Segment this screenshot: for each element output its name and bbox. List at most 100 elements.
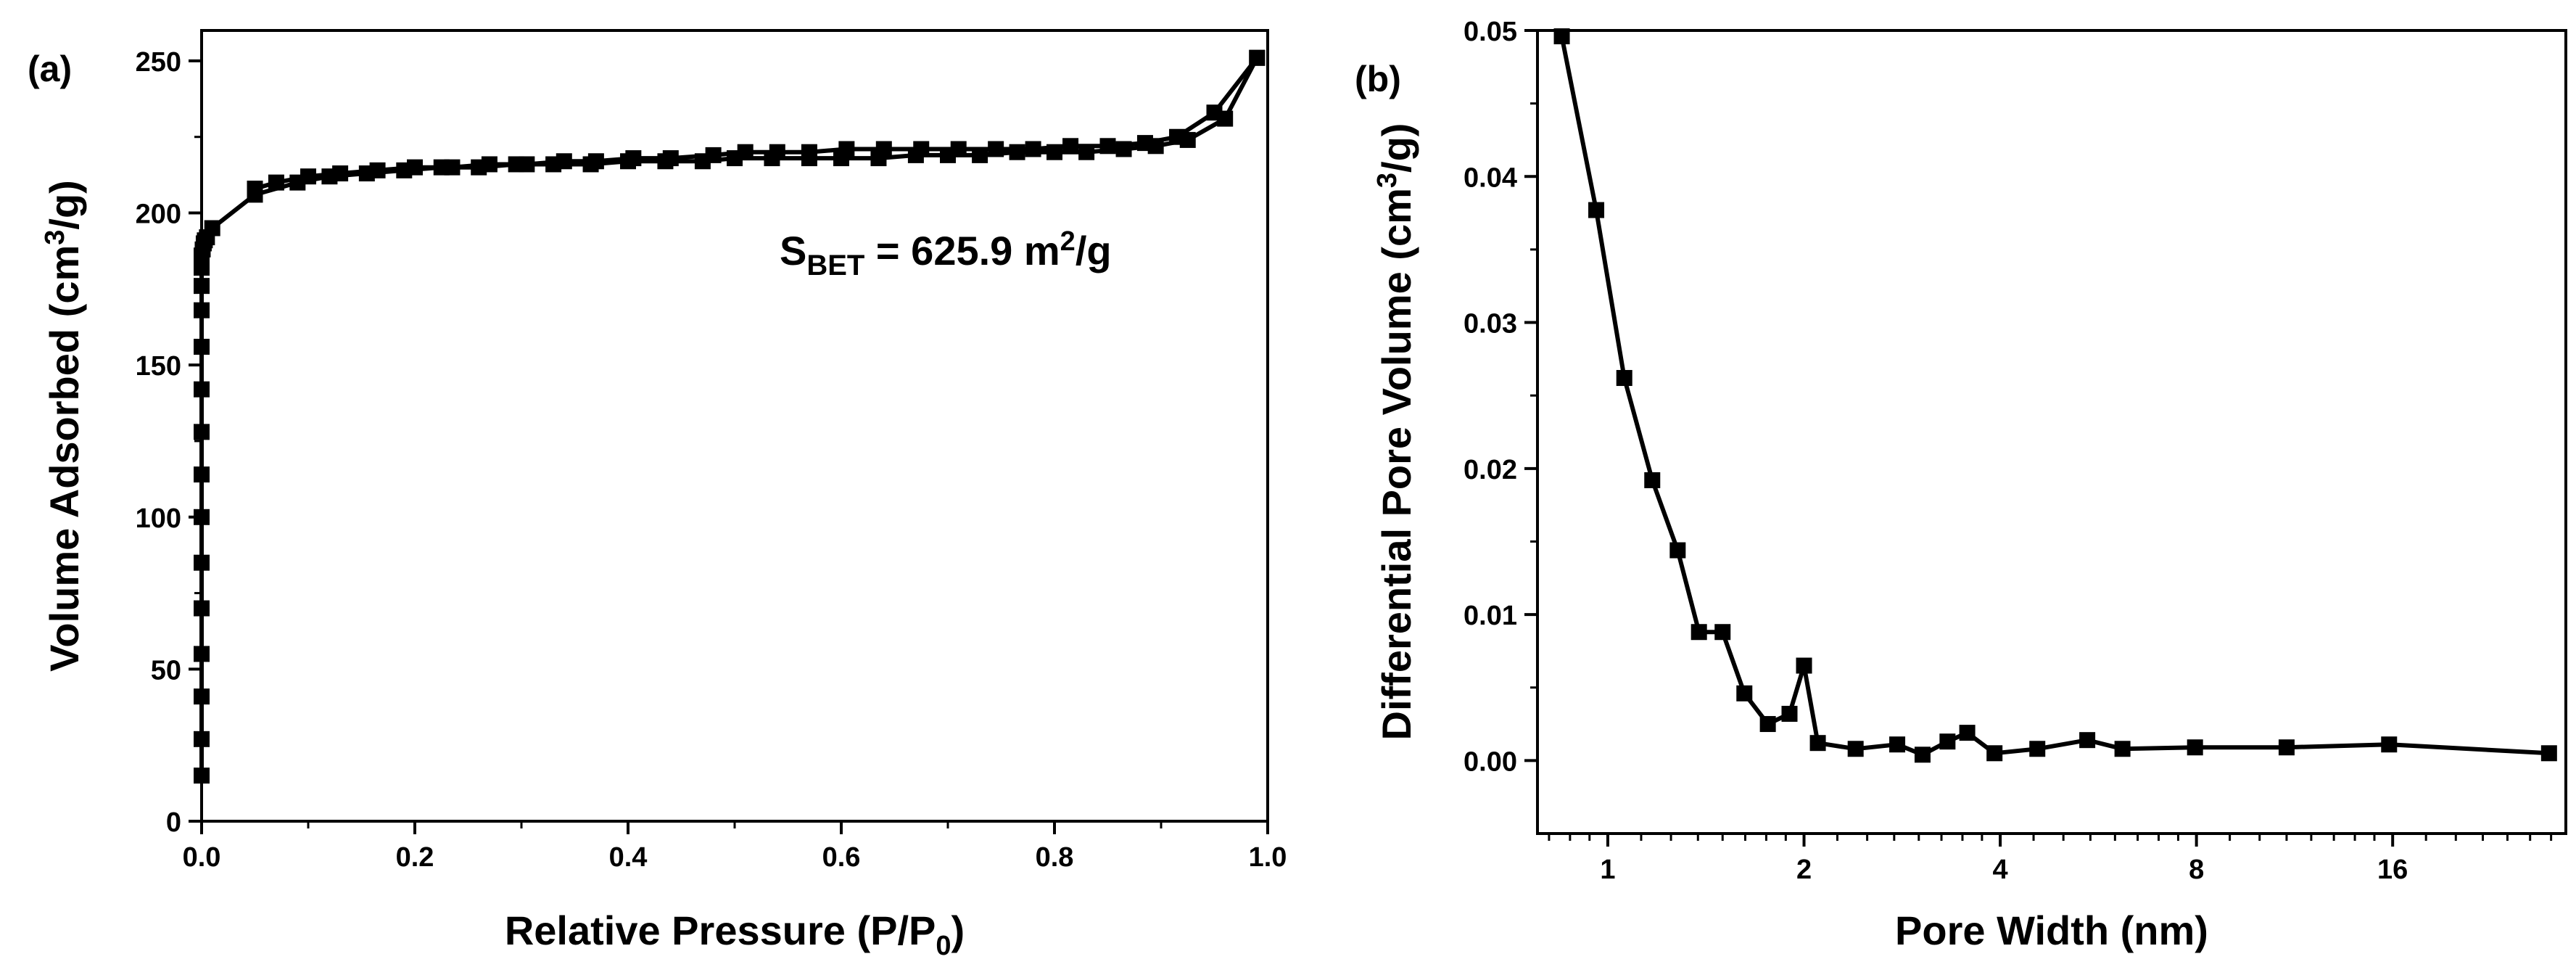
data-point — [913, 141, 930, 157]
x-tick-label: 0.0 — [183, 842, 221, 873]
data-point — [194, 278, 210, 295]
data-point — [1736, 685, 1753, 702]
data-point — [1914, 746, 1931, 763]
panel-b-ticks: 1 2 4 8 16 0.00 0.01 0.02 0.03 0.04 0.05 — [1464, 17, 2553, 885]
panel-a-label: (a) — [28, 49, 72, 89]
data-point — [1690, 624, 1707, 641]
x-tick-label: 1.0 — [1249, 842, 1287, 873]
panel-a-x-axis-label: Relative Pressure (P/P0) — [505, 908, 965, 961]
data-point — [1025, 141, 1041, 157]
data-point — [481, 156, 498, 173]
data-point — [1959, 725, 1976, 741]
data-point — [247, 181, 263, 197]
data-point — [1206, 104, 1223, 121]
x-tick-label: 0.8 — [1036, 842, 1074, 873]
data-point — [1588, 202, 1605, 218]
data-point — [737, 144, 754, 160]
data-point — [1062, 138, 1079, 155]
y-tick-label: 0.04 — [1464, 162, 1517, 193]
data-point — [204, 220, 220, 236]
data-point — [2114, 741, 2131, 757]
data-point — [2381, 736, 2398, 753]
data-point — [194, 600, 210, 617]
series-line-1 — [254, 56, 1259, 191]
y-tick-label: 200 — [136, 199, 181, 230]
y-tick-label: 0.02 — [1464, 455, 1517, 485]
data-point — [1009, 144, 1025, 160]
data-point — [194, 466, 210, 483]
panel-a-ticks: 0.0 0.2 0.4 0.6 0.8 1.0 0 50 100 150 200 250 — [136, 47, 1287, 873]
data-point — [369, 162, 386, 178]
data-point — [625, 150, 642, 167]
data-point — [194, 509, 210, 525]
x-tick-label: 16 — [2377, 855, 2408, 885]
panel-b-pore-size: (b) 1 2 4 8 16 0.00 0.01 0.02 0.03 0.04 0.05 Pore … — [1355, 17, 2567, 953]
data-point — [801, 144, 817, 160]
x-tick-label: 2 — [1796, 855, 1812, 885]
x-tick-label: 0.2 — [396, 842, 434, 873]
y-tick-label: 250 — [136, 47, 181, 78]
data-point — [556, 153, 572, 170]
x-tick-label: 8 — [2189, 855, 2204, 885]
data-point — [300, 168, 316, 185]
data-point — [1759, 716, 1776, 733]
data-point — [407, 159, 423, 176]
panel-a-sbet-annotation: SBET = 625.9 m2/g — [780, 226, 1112, 281]
y-tick-label: 0.05 — [1464, 17, 1517, 47]
data-point — [1847, 741, 1864, 757]
series-line-0 — [1559, 36, 2549, 757]
y-tick-label: 50 — [151, 655, 181, 686]
data-point — [194, 302, 210, 318]
x-tick-label: 0.6 — [822, 842, 861, 873]
data-point — [194, 554, 210, 571]
data-point — [194, 424, 210, 440]
data-point — [1809, 735, 1826, 752]
data-point — [444, 159, 461, 176]
data-point — [2278, 739, 2295, 756]
x-tick-label: 0.4 — [609, 842, 648, 873]
data-point — [194, 731, 210, 747]
y-tick-label: 0 — [166, 807, 181, 838]
x-tick-label: 4 — [1993, 855, 2008, 885]
data-point — [2079, 732, 2096, 749]
data-point — [988, 141, 1004, 157]
data-point — [1169, 128, 1186, 145]
data-point — [662, 150, 679, 167]
data-point — [519, 156, 535, 173]
data-point — [769, 144, 785, 160]
data-point — [194, 260, 210, 276]
data-point — [587, 153, 604, 170]
data-point — [1136, 135, 1153, 152]
data-point — [1616, 370, 1632, 387]
data-point — [1889, 736, 1906, 753]
data-point — [332, 165, 349, 182]
data-point — [194, 646, 210, 662]
data-point — [1796, 657, 1812, 674]
panel-a-isotherm: (a) 0.0 0.2 0.4 0.6 0.8 1.0 0 50 100 150 200 250 Re… — [28, 29, 1287, 961]
y-tick-label: 0.03 — [1464, 309, 1517, 340]
panel-b-x-axis-label: Pore Width (nm) — [1895, 908, 2208, 953]
data-point — [950, 141, 967, 157]
panel-a-y-axis-label: Volume Adsorbed (cm3/g) — [40, 180, 87, 672]
x-tick-label: 1 — [1600, 855, 1615, 885]
data-point — [1781, 705, 1798, 722]
panel-a-series — [194, 49, 1266, 784]
data-point — [1939, 733, 1956, 750]
y-tick-label: 0.00 — [1464, 746, 1517, 777]
data-point — [194, 381, 210, 398]
data-point — [705, 147, 722, 163]
panel-b-label: (b) — [1355, 59, 1401, 99]
data-point — [1669, 542, 1686, 559]
y-tick-label: 0.01 — [1464, 601, 1517, 631]
data-point — [1249, 49, 1266, 66]
data-point — [2029, 741, 2046, 757]
data-point — [875, 141, 892, 157]
y-tick-label: 100 — [136, 503, 181, 534]
data-point — [268, 174, 284, 191]
y-tick-label: 150 — [136, 351, 181, 382]
data-point — [1714, 624, 1731, 641]
data-point — [194, 339, 210, 355]
data-point — [2540, 745, 2557, 762]
data-point — [194, 768, 210, 784]
